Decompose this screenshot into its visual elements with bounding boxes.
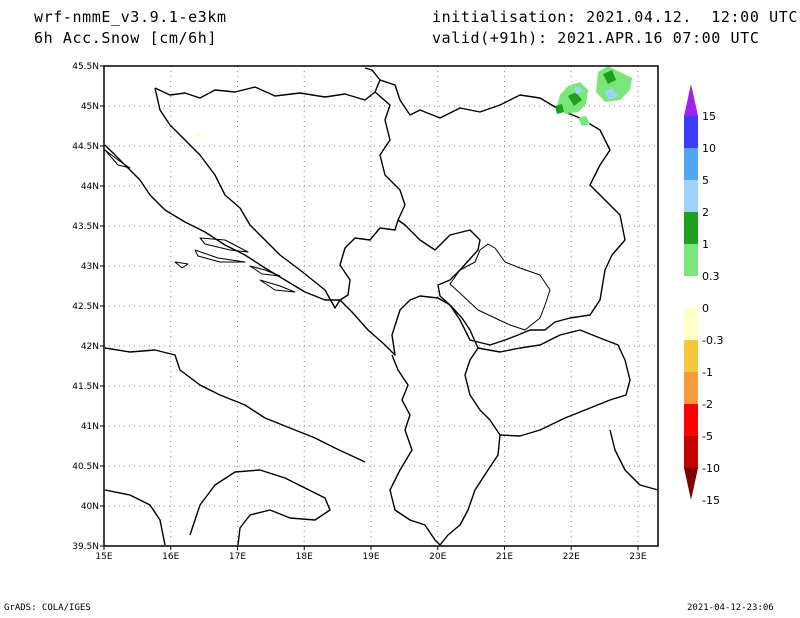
island-1 [199,237,249,253]
border-macedonia [477,329,631,437]
snow-patch-heavy [604,88,618,100]
border-serbia [379,79,626,346]
valid-time: valid(+91h): 2021.APR.16 07:00 UTC [432,29,760,47]
colorbar-arrow-top [684,84,698,116]
snow-patches [193,66,632,138]
boundaries [104,67,659,546]
lat-tick-label: 45.5N [72,62,99,72]
border-bosnia [154,67,406,309]
gridlines [104,66,658,546]
colorbar-label: -0.3 [702,334,723,347]
lon-tick-label: 23E [629,552,646,562]
lat-tick-label: 43N [81,262,99,272]
snow-patch-moderate [568,92,582,106]
lon-tick-label: 15E [95,552,112,562]
lat-tick-label: 40.5N [72,462,99,472]
colorbar-label: -10 [702,462,720,475]
field-title: 6h Acc.Snow [cm/6h] [34,29,217,47]
lat-tick-label: 42N [81,342,99,352]
colorbar-label: 0 [702,302,709,315]
border-albania [339,295,501,546]
lat-tick-label: 41.5N [72,382,99,392]
lat-tick-label: 41N [81,422,99,432]
snow-patch-negative [193,131,204,138]
snow-patch-heavy [574,86,582,94]
snow-patch-light [578,116,590,126]
colorbar-segment [684,436,698,468]
colorbar-label: 0.3 [702,270,720,283]
lat-tick-label: 44.5N [72,142,99,152]
colorbar-arrow-bottom [684,468,698,500]
lon-tick-label: 22E [563,552,580,562]
colorbar-segment [684,180,698,212]
lon-axis-labels: 15E 16E 17E 18E 19E 20E 21E 22E 23E [95,546,647,562]
coast-dalmatia [104,144,340,301]
colorbar-segment [684,276,698,308]
footer-right: 2021-04-12-23:06 [687,603,774,613]
lat-tick-label: 39.5N [72,542,99,552]
snow-patch-moderate [603,70,616,84]
colorbar-segment [684,340,698,372]
lon-tick-label: 16E [162,552,179,562]
lon-tick-label: 21E [496,552,513,562]
colorbar-segment [684,244,698,276]
lon-tick-label: 20E [429,552,446,562]
coast-albania [389,354,441,546]
lat-axis-labels: 39.5N 40N 40.5N 41N 41.5N 42N 42.5N 43N 43.5N 44N… [72,62,104,552]
island-2 [194,249,246,263]
colorbar-segment [684,148,698,180]
colorbar-label: -1 [702,366,713,379]
lat-tick-label: 40N [81,502,99,512]
island-4 [174,261,189,269]
border-kosovo [449,243,551,331]
colorbar-segment [684,116,698,148]
island-5 [104,149,131,169]
colorbar-label: 1 [702,238,709,251]
lon-tick-label: 19E [362,552,379,562]
lat-tick-label: 43.5N [72,222,99,232]
colorbar-label: -5 [702,430,713,443]
colorbar-label: -2 [702,398,713,411]
lat-tick-label: 42.5N [72,302,99,312]
colorbar-segment [684,372,698,404]
lon-tick-label: 17E [229,552,246,562]
colorbar-label: 10 [702,142,716,155]
footer-left: GrADS: COLA/IGES [4,603,91,613]
model-title: wrf-nmmE_v3.9.1-e3km [34,8,227,26]
lat-tick-label: 44N [81,182,99,192]
lat-tick-label: 45N [81,102,99,112]
colorbar-segment [684,404,698,436]
colorbar-label: 5 [702,174,709,187]
colorbar-label: 15 [702,110,716,123]
island-6 [249,265,281,277]
init-time: initialisation: 2021.04.12. 12:00 UTC [432,8,798,26]
coast-italy [104,347,366,546]
coast-greece [609,429,659,491]
colorbar-label: 2 [702,206,709,219]
colorbar: 15 10 5 2 1 0.3 0 -0.3 -1 -2 -5 -10 -15 [684,84,723,507]
lon-tick-label: 18E [296,552,313,562]
colorbar-segment [684,212,698,244]
island-3 [259,279,296,293]
colorbar-segment [684,308,698,340]
snow-patch-moderate [555,104,564,114]
colorbar-label: -15 [702,494,720,507]
